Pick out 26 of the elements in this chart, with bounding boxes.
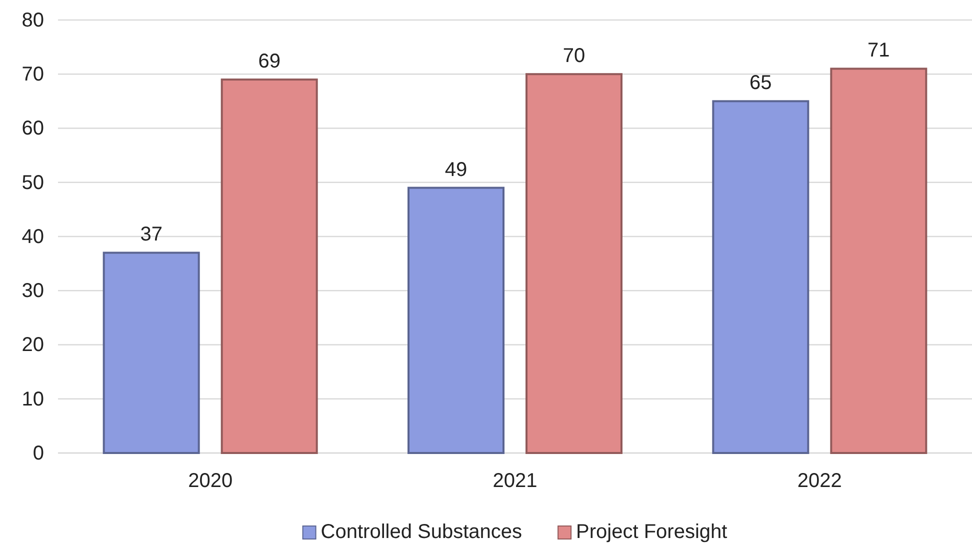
legend-label: Controlled Substances: [320, 521, 522, 543]
y-tick-label: 0: [32, 442, 44, 464]
y-tick-label: 50: [22, 172, 44, 194]
bar: [712, 100, 810, 454]
data-label: 69: [258, 50, 280, 73]
x-tick-label: 2020: [188, 470, 233, 492]
y-tick-label: 30: [22, 280, 44, 302]
bar: [408, 186, 504, 454]
legend-label: Project Foresight: [576, 521, 728, 543]
y-tick-label: 40: [22, 226, 44, 248]
data-label: 70: [562, 45, 586, 68]
data-label: 49: [444, 158, 468, 181]
data-label: 37: [140, 224, 162, 246]
y-tick-label: 10: [22, 388, 44, 410]
y-tick-label: 70: [22, 64, 44, 86]
data-label: 71: [868, 40, 890, 62]
y-tick-label: 20: [22, 334, 44, 356]
y-tick-label: 80: [22, 9, 44, 32]
bar: [102, 252, 200, 454]
bar: [220, 78, 318, 454]
data-label: 65: [750, 72, 772, 94]
bar: [526, 73, 622, 454]
x-tick-label: 2022: [797, 470, 842, 492]
x-tick-label: 2021: [492, 470, 538, 492]
bar: [830, 68, 928, 454]
y-tick-label: 60: [22, 118, 44, 140]
